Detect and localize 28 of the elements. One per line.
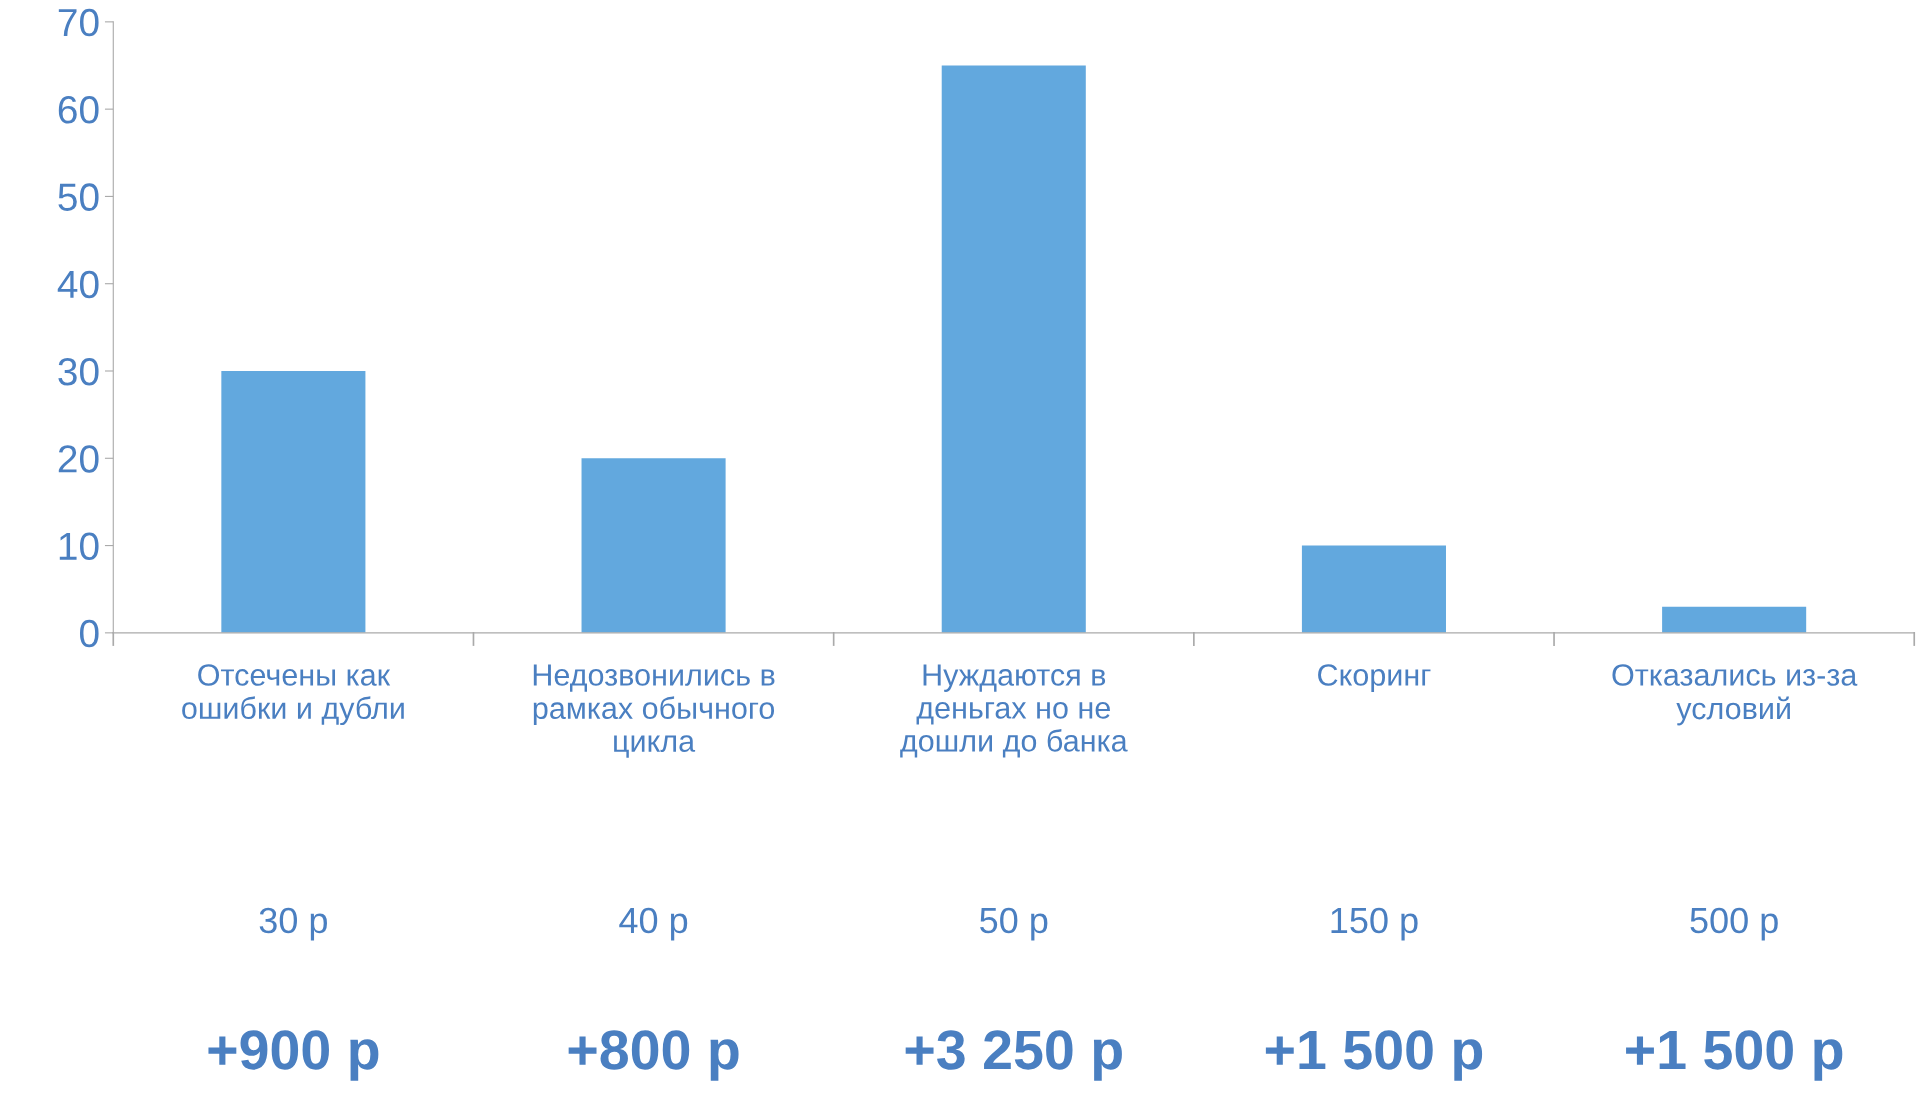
bar [1301,545,1446,633]
bar [941,65,1086,633]
y-tick-label: 60 [58,96,99,124]
x-tick-label: Отсечены как ошибки и дубли [182,664,404,726]
y-tick-label: 0 [79,619,99,648]
text: +900 р [208,1030,379,1081]
x-tick-label: Нуждаются в деньгах но не дошли до банка [900,664,1128,758]
text: 500 р [1690,907,1778,941]
text: +3 250 р [905,1030,1122,1081]
text: 150 р [1331,907,1418,941]
y-tick-label: 70 [58,8,99,37]
text: +800 р [568,1030,739,1081]
text: +1 500 р [1265,1030,1483,1081]
x-tick-label: Недозвонились в рамках обычного цикла [533,664,775,758]
y-tick-label: 40 [57,270,99,299]
text: 50 р [980,907,1048,941]
bar [1662,606,1807,633]
y-tick-label: 30 [58,357,99,386]
x-tick-label: Скоринг [1318,664,1431,692]
text: +1 500 р [1626,1030,1843,1081]
x-tick-label: Отказались из-за условий [1612,664,1858,726]
bar [581,458,726,633]
y-tick-label: 50 [58,183,99,211]
text: 40 р [619,907,688,941]
text: 30 р [259,907,328,941]
y-tick-label: 10 [59,532,99,561]
y-tick-label: 20 [58,445,99,473]
bar [221,371,366,633]
